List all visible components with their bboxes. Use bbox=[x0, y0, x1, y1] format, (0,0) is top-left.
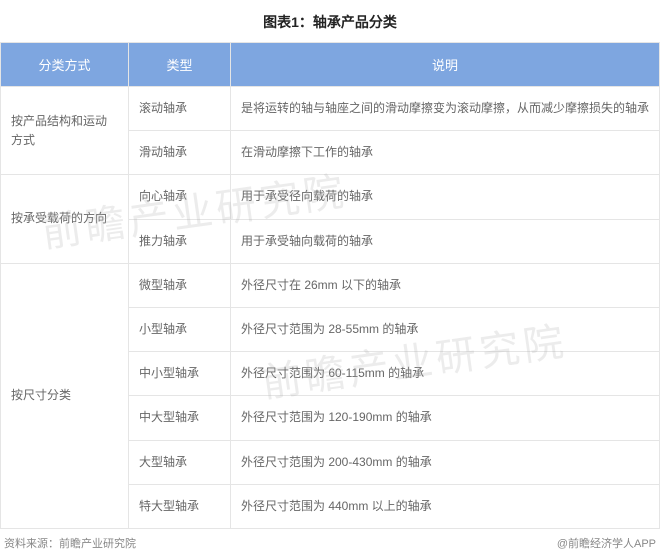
type-cell: 推力轴承 bbox=[129, 219, 231, 263]
desc-cell: 用于承受轴向载荷的轴承 bbox=[231, 219, 660, 263]
desc-cell: 在滑动摩擦下工作的轴承 bbox=[231, 131, 660, 175]
table-header-row: 分类方式 类型 说明 bbox=[1, 43, 660, 87]
table-row: 按承受载荷的方向向心轴承用于承受径向载荷的轴承 bbox=[1, 175, 660, 219]
type-cell: 中小型轴承 bbox=[129, 352, 231, 396]
table-row: 按尺寸分类微型轴承外径尺寸在 26mm 以下的轴承 bbox=[1, 263, 660, 307]
classification-table: 分类方式 类型 说明 按产品结构和运动方式滚动轴承是将运转的轴与轴座之间的滑动摩… bbox=[0, 42, 660, 529]
type-cell: 向心轴承 bbox=[129, 175, 231, 219]
desc-cell: 外径尺寸在 26mm 以下的轴承 bbox=[231, 263, 660, 307]
footer: 资料来源：前瞻产业研究院 @前瞻经济学人APP bbox=[0, 529, 660, 555]
table-container: 前瞻产业研究院 前瞻产业研究院 图表1：轴承产品分类 分类方式 类型 说明 按产… bbox=[0, 0, 660, 555]
column-header-desc: 说明 bbox=[231, 43, 660, 87]
desc-cell: 是将运转的轴与轴座之间的滑动摩擦变为滚动摩擦，从而减少摩擦损失的轴承 bbox=[231, 87, 660, 131]
desc-cell: 外径尺寸范围为 60-115mm 的轴承 bbox=[231, 352, 660, 396]
type-cell: 小型轴承 bbox=[129, 307, 231, 351]
column-header-type: 类型 bbox=[129, 43, 231, 87]
desc-cell: 外径尺寸范围为 28-55mm 的轴承 bbox=[231, 307, 660, 351]
source-label: 资料来源：前瞻产业研究院 bbox=[4, 535, 136, 551]
chart-title: 图表1：轴承产品分类 bbox=[0, 0, 660, 42]
method-cell: 按尺寸分类 bbox=[1, 263, 129, 528]
desc-cell: 外径尺寸范围为 200-430mm 的轴承 bbox=[231, 440, 660, 484]
table-row: 按产品结构和运动方式滚动轴承是将运转的轴与轴座之间的滑动摩擦变为滚动摩擦，从而减… bbox=[1, 87, 660, 131]
type-cell: 微型轴承 bbox=[129, 263, 231, 307]
method-cell: 按承受载荷的方向 bbox=[1, 175, 129, 263]
column-header-method: 分类方式 bbox=[1, 43, 129, 87]
type-cell: 大型轴承 bbox=[129, 440, 231, 484]
type-cell: 滚动轴承 bbox=[129, 87, 231, 131]
desc-cell: 用于承受径向载荷的轴承 bbox=[231, 175, 660, 219]
desc-cell: 外径尺寸范围为 120-190mm 的轴承 bbox=[231, 396, 660, 440]
app-credit: @前瞻经济学人APP bbox=[557, 535, 656, 551]
type-cell: 中大型轴承 bbox=[129, 396, 231, 440]
method-cell: 按产品结构和运动方式 bbox=[1, 87, 129, 175]
type-cell: 滑动轴承 bbox=[129, 131, 231, 175]
